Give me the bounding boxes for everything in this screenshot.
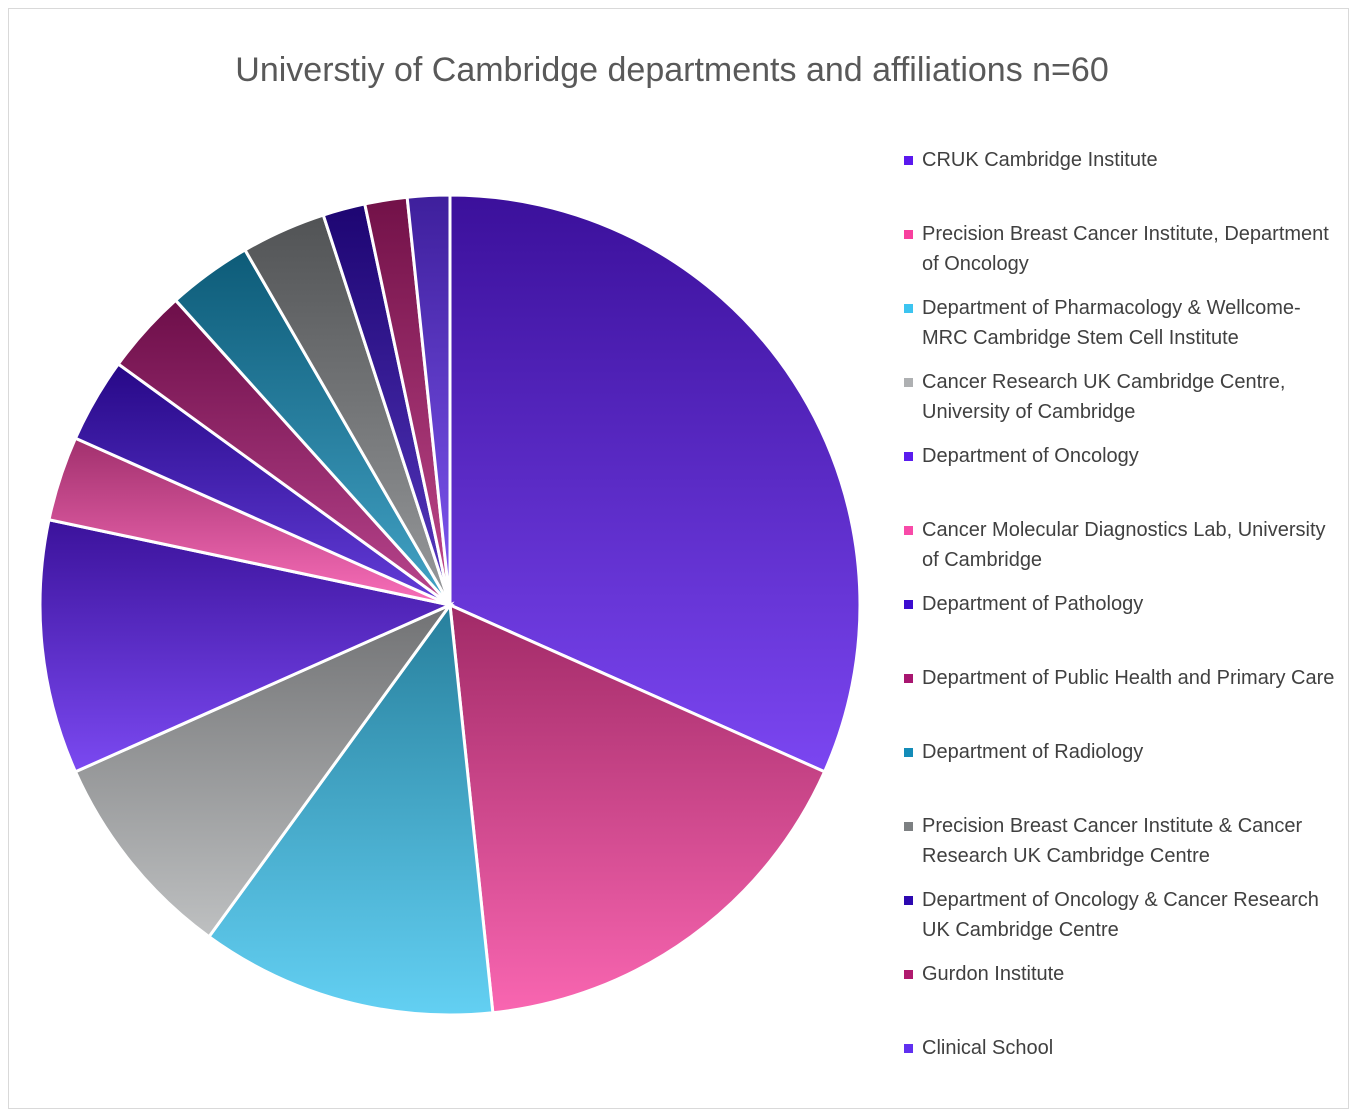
- legend-item: CRUK Cambridge Institute: [904, 145, 1344, 219]
- legend-label: Precision Breast Cancer Institute, Depar…: [922, 223, 1329, 275]
- pie: [38, 193, 862, 1017]
- legend-item: Precision Breast Cancer Institute, Depar…: [904, 219, 1344, 293]
- legend-swatch: [904, 896, 913, 905]
- chart-border: [8, 8, 1349, 1109]
- legend-item: Precision Breast Cancer Institute & Canc…: [904, 811, 1344, 885]
- legend-swatch: [904, 526, 913, 535]
- legend-item: Department of Pathology: [904, 589, 1344, 663]
- legend-label: CRUK Cambridge Institute: [922, 149, 1158, 171]
- legend-label: Clinical School: [922, 1037, 1054, 1059]
- pie-slice: [405, 193, 452, 606]
- legend-label: Precision Breast Cancer Institute & Canc…: [922, 815, 1303, 867]
- legend-item: Department of Public Health and Primary …: [904, 663, 1344, 737]
- legend-label: Department of Oncology: [922, 445, 1139, 467]
- legend-item: Department of Oncology & Cancer Research…: [904, 885, 1344, 959]
- legend-label: Department of Oncology & Cancer Research…: [922, 889, 1319, 941]
- legend-swatch: [904, 822, 913, 831]
- legend-label: Department of Pathology: [922, 593, 1144, 615]
- legend-swatch: [904, 1044, 913, 1053]
- legend-item: Department of Oncology: [904, 441, 1344, 515]
- legend-swatch: [904, 452, 913, 461]
- legend-item: Cancer Molecular Diagnostics Lab, Univer…: [904, 515, 1344, 589]
- legend-swatch: [904, 748, 913, 757]
- legend-label: Department of Radiology: [922, 741, 1144, 763]
- legend-swatch: [904, 304, 913, 313]
- pie-slice: [448, 193, 862, 774]
- legend-item: Clinical School: [904, 1033, 1344, 1107]
- legend-swatch: [904, 674, 913, 683]
- legend-label: Department of Pharmacology & Wellcome-MR…: [922, 297, 1301, 349]
- legend-label: Gurdon Institute: [922, 963, 1065, 985]
- pie-slice: [73, 601, 455, 939]
- pie-slice: [38, 517, 455, 774]
- legend-label: Department of Public Health and Primary …: [922, 667, 1335, 689]
- pie-slice: [206, 600, 495, 1017]
- legend-label: Cancer Molecular Diagnostics Lab, Univer…: [922, 519, 1326, 571]
- legend-item: Department of Pharmacology & Wellcome-MR…: [904, 293, 1344, 367]
- legend-label: Cancer Research UK Cambridge Centre, Uni…: [922, 371, 1286, 423]
- legend-swatch: [904, 156, 913, 165]
- legend-swatch: [904, 378, 913, 387]
- legend-swatch: [904, 230, 913, 239]
- pie-slice: [448, 602, 827, 1015]
- chart-title: Universtiy of Cambridge departments and …: [235, 51, 1108, 89]
- legend-swatch: [904, 970, 913, 979]
- legend-item: Department of Radiology: [904, 737, 1344, 811]
- legend-swatch: [904, 600, 913, 609]
- legend-item: Gurdon Institute: [904, 959, 1344, 1033]
- legend-item: Cancer Research UK Cambridge Centre, Uni…: [904, 367, 1344, 441]
- legend: CRUK Cambridge Institute Precision Breast…: [904, 145, 1344, 1107]
